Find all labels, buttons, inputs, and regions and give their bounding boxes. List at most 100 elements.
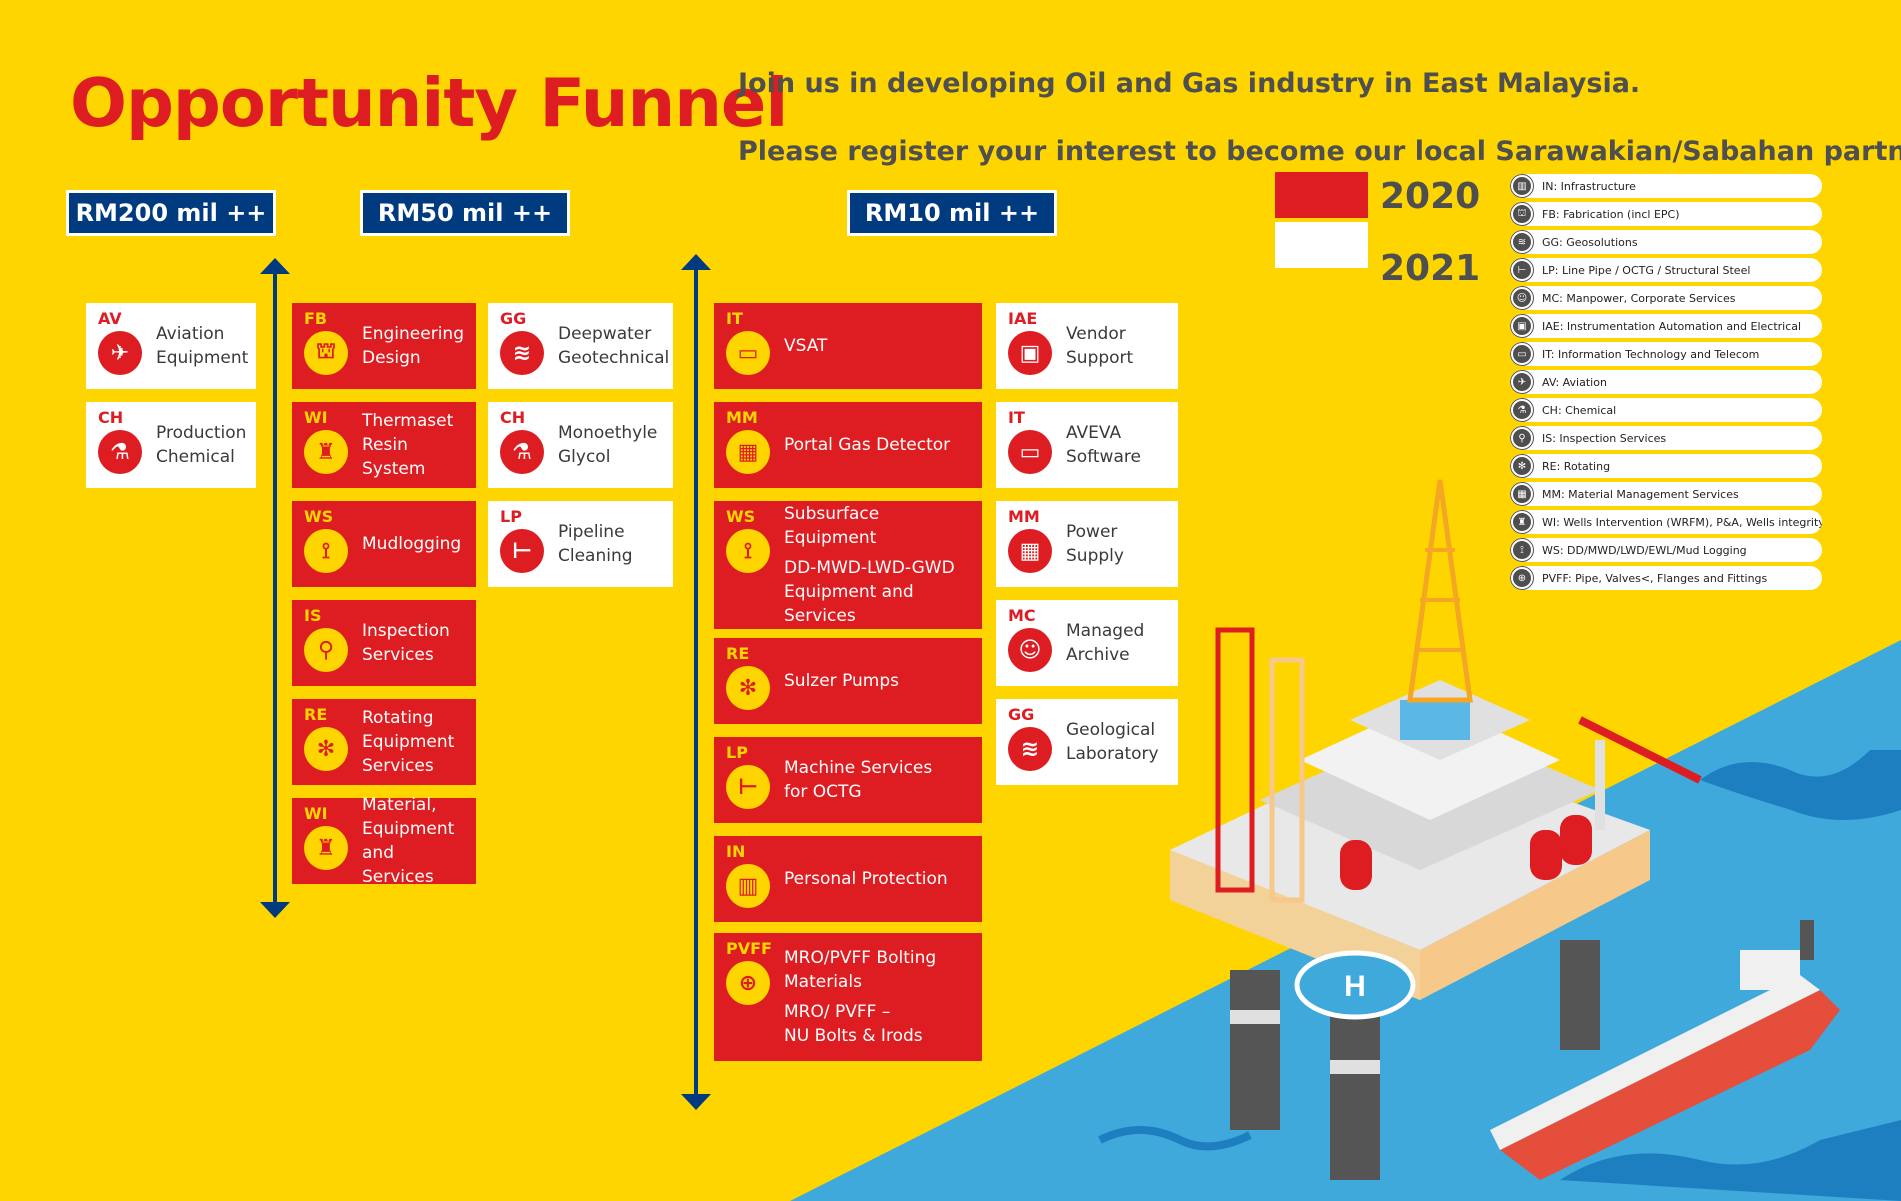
card-label: Deepwater Geotechnical: [558, 324, 670, 368]
card-label: Inspection Services: [362, 621, 450, 665]
pipe-icon: ⊢: [1511, 259, 1533, 281]
legend-label: RE: Rotating: [1542, 459, 1611, 473]
opportunity-card: WI ♜ Thermaset Resin System: [292, 402, 476, 488]
card-label: Monoethyle Glycol: [558, 423, 658, 467]
card-label: AVEVA Software: [1066, 423, 1141, 467]
chip-icon: ▣: [1511, 315, 1533, 337]
strata-icon: ≋: [1008, 727, 1052, 771]
card-label-block: Rotating Equipment Services: [362, 699, 470, 785]
tanker-ship: [1500, 990, 1840, 1180]
flask-icon: ⚗: [98, 430, 142, 474]
category-code: RE: [726, 644, 750, 663]
pipe-icon: ⊢: [726, 765, 770, 809]
warehouse-icon: ▦: [726, 430, 770, 474]
legend-item: ♜ WI: Wells Intervention (WRFM), P&A, Wel…: [1510, 510, 1822, 534]
card-label-block: VSAT: [784, 303, 976, 389]
legend-label: GG: Geosolutions: [1542, 235, 1638, 249]
valve-icon: ⊕: [726, 961, 770, 1005]
card-label-block: Pipeline Cleaning: [558, 501, 667, 587]
platform-icon: ⛫: [304, 331, 348, 375]
funnel-arrow-rm50: [260, 258, 290, 918]
card-label-block: Engineering Design: [362, 303, 470, 389]
helipad: [1294, 950, 1416, 1020]
opportunity-card: MC ☺ Managed Archive: [996, 600, 1178, 686]
helicopter-icon: ✈: [98, 331, 142, 375]
category-code: IT: [726, 309, 743, 328]
card-label-block: Material, Equipment and Services: [362, 795, 470, 887]
legend-item: ⟟ WS: DD/MWD/LWD/EWL/Mud Logging: [1510, 538, 1822, 562]
category-code: PVFF: [726, 939, 772, 958]
category-code: MM: [1008, 507, 1040, 526]
helicopter-icon: ✈: [1511, 371, 1533, 393]
legend-label: MM: Material Management Services: [1542, 487, 1739, 501]
opportunity-card: IT ▭ AVEVA Software: [996, 402, 1178, 488]
building-icon: ▥: [726, 864, 770, 908]
legend-label: CH: Chemical: [1542, 403, 1617, 417]
helipad-letter: H: [1344, 970, 1366, 1003]
category-code: CH: [98, 408, 124, 427]
card-label: Portal Gas Detector: [784, 435, 951, 455]
category-code: CH: [500, 408, 526, 427]
laptop-icon: ▭: [1008, 430, 1052, 474]
tier-rm50: RM50 mil ++: [360, 190, 570, 236]
warehouse-icon: ▦: [1008, 529, 1052, 573]
card-label: VSAT: [784, 336, 828, 356]
opportunity-card: IS ⚲ Inspection Services: [292, 600, 476, 686]
opportunity-card: CH ⚗ Production Chemical: [86, 402, 256, 488]
flask-icon: ⚗: [1511, 399, 1533, 421]
tagline-line-2: Please register your interest to become …: [738, 136, 1901, 167]
people-icon: ☺: [1511, 287, 1533, 309]
opportunity-card: GG ≋ Deepwater Geotechnical: [488, 303, 673, 389]
opportunity-card: MM ▦ Power Supply: [996, 501, 1178, 587]
opportunity-card: MM ▦ Portal Gas Detector: [714, 402, 982, 488]
card-label-block: Subsurface Equipment DD-MWD-LWD-GWD Equip…: [784, 501, 976, 629]
opportunity-card: AV ✈ Aviation Equipment: [86, 303, 256, 389]
tier-rm200: RM200 mil ++: [66, 190, 276, 236]
fan-icon: ✻: [1511, 455, 1533, 477]
legend-label: IAE: Instrumentation Automation and Elec…: [1542, 319, 1802, 333]
year-2020-swatch: [1275, 172, 1368, 218]
category-code: LP: [726, 743, 748, 762]
card-label-block: Inspection Services: [362, 600, 470, 686]
category-code: LP: [500, 507, 522, 526]
opportunity-card: PVFF ⊕ MRO/PVFF Bolting Materials MRO/ PVFF…: [714, 933, 982, 1061]
card-label: MRO/PVFF Bolting Materials: [784, 948, 937, 992]
card-label: Pipeline Cleaning: [558, 522, 633, 566]
strata-icon: ≋: [1511, 231, 1533, 253]
opportunity-card: FB ⛫ Engineering Design: [292, 303, 476, 389]
wellhead-icon: ♜: [304, 826, 348, 870]
legend-item: ⚲ IS: Inspection Services: [1510, 426, 1822, 450]
year-2021-label: 2021: [1380, 248, 1481, 289]
opportunity-card: LP ⊢ Pipeline Cleaning: [488, 501, 673, 587]
legend-item: ⛫ FB: Fabrication (incl EPC): [1510, 202, 1822, 226]
laptop-icon: ▭: [1511, 343, 1533, 365]
year-2021-swatch: [1275, 222, 1368, 268]
opportunity-card: WI ♜ Material, Equipment and Services: [292, 795, 476, 887]
category-code: MC: [1008, 606, 1036, 625]
card-sublabel: DD-MWD-LWD-GWD Equipment and Services: [784, 558, 955, 626]
legend-item: ▣ IAE: Instrumentation Automation and Ele…: [1510, 314, 1822, 338]
category-code: IAE: [1008, 309, 1038, 328]
fan-icon: ✻: [726, 666, 770, 710]
category-code: GG: [500, 309, 527, 328]
category-code: IS: [304, 606, 322, 625]
legend-label: IN: Infrastructure: [1542, 179, 1636, 193]
category-code: WS: [304, 507, 334, 526]
legend-item: ▦ MM: Material Management Services: [1510, 482, 1822, 506]
platform-icon: ⛫: [1511, 203, 1533, 225]
card-label: Rotating Equipment Services: [362, 708, 455, 776]
category-code: MM: [726, 408, 758, 427]
drill-bit-icon: ⟟: [304, 529, 348, 573]
funnel-arrow-rm10: [681, 254, 711, 1110]
tagline-line-1: Join us in developing Oil and Gas indust…: [738, 68, 1641, 99]
card-label: Material, Equipment and Services: [362, 795, 455, 887]
wellhead-icon: ♜: [1511, 511, 1533, 533]
legend-item: ▥ IN: Infrastructure: [1510, 174, 1822, 198]
legend-label: PVFF: Pipe, Valves<, Flanges and Fitting…: [1542, 571, 1768, 585]
opportunity-card: LP ⊢ Machine Services for OCTG: [714, 737, 982, 823]
legend-label: FB: Fabrication (incl EPC): [1542, 207, 1680, 221]
card-label: Machine Services for OCTG: [784, 758, 933, 802]
tier-rm10: RM10 mil ++: [847, 190, 1057, 236]
legend-item: ▭ IT: Information Technology and Telecom: [1510, 342, 1822, 366]
